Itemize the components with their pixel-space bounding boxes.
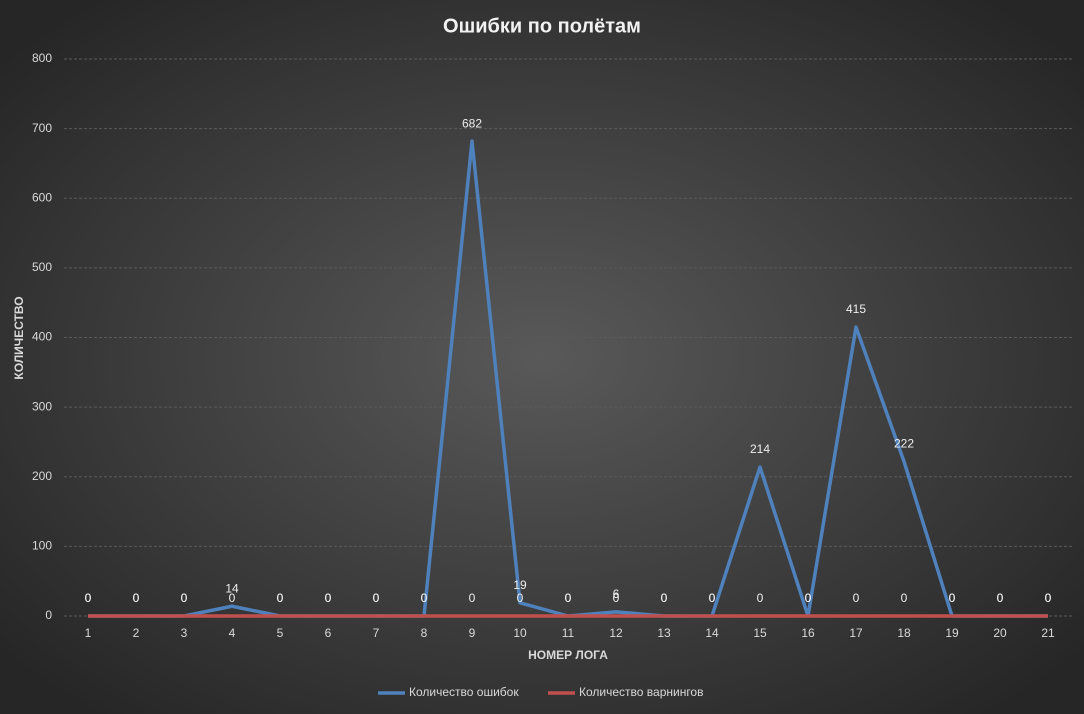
x-tick-label: 9 — [469, 626, 476, 640]
y-tick-label: 600 — [32, 190, 52, 204]
x-tick-label: 20 — [993, 626, 1007, 640]
data-label: 0 — [949, 591, 956, 605]
x-tick-label: 18 — [897, 626, 911, 640]
data-label: 0 — [709, 591, 716, 605]
y-tick-label: 200 — [32, 469, 52, 483]
y-axis-title: КОЛИЧЕСТВО — [12, 296, 26, 379]
y-tick-label: 300 — [32, 399, 52, 413]
data-label: 0 — [277, 591, 284, 605]
x-tick-label: 12 — [609, 626, 623, 640]
data-label: 0 — [517, 591, 524, 605]
data-label: 214 — [750, 442, 770, 456]
data-label: 0 — [85, 591, 92, 605]
data-label: 0 — [133, 591, 140, 605]
legend-label: Количество ошибок — [409, 685, 519, 699]
data-label: 0 — [325, 591, 332, 605]
data-label: 0 — [1045, 591, 1052, 605]
x-axis-title: НОМЕР ЛОГА — [528, 648, 608, 662]
y-tick-label: 800 — [32, 51, 52, 65]
x-tick-label: 4 — [229, 626, 236, 640]
data-label: 682 — [462, 116, 482, 130]
data-label: 19 — [513, 578, 527, 592]
x-tick-label: 14 — [705, 626, 719, 640]
data-label: 0 — [229, 591, 236, 605]
data-label: 0 — [181, 591, 188, 605]
x-tick-label: 5 — [277, 626, 284, 640]
y-tick-label: 100 — [32, 539, 52, 553]
chart-title: Ошибки по полётам — [443, 15, 641, 37]
data-label: 0 — [613, 591, 620, 605]
data-label: 6 — [613, 587, 620, 601]
x-tick-label: 11 — [562, 626, 575, 640]
x-tick-label: 2 — [133, 626, 140, 640]
data-label: 0 — [997, 591, 1004, 605]
data-label: 0 — [853, 591, 860, 605]
data-label: 0 — [565, 591, 572, 605]
data-label: 0 — [421, 591, 428, 605]
data-label: 0 — [565, 591, 572, 605]
x-tick-label: 10 — [513, 626, 527, 640]
x-tick-label: 16 — [801, 626, 815, 640]
data-label: 0 — [709, 591, 716, 605]
data-label: 14 — [225, 581, 239, 595]
x-tick-label: 8 — [421, 626, 428, 640]
data-label: 0 — [661, 591, 668, 605]
y-tick-label: 0 — [45, 608, 52, 622]
data-label: 0 — [661, 591, 668, 605]
data-label: 0 — [373, 591, 380, 605]
x-tick-label: 1 — [85, 626, 92, 640]
data-label: 415 — [846, 302, 866, 316]
data-label: 0 — [181, 591, 188, 605]
y-tick-label: 500 — [32, 260, 52, 274]
x-tick-label: 6 — [325, 626, 332, 640]
y-tick-label: 400 — [32, 330, 52, 344]
data-label: 0 — [805, 591, 812, 605]
x-tick-label: 3 — [181, 626, 188, 640]
data-label: 0 — [325, 591, 332, 605]
x-tick-label: 13 — [657, 626, 671, 640]
data-label: 222 — [894, 437, 914, 451]
x-tick-label: 7 — [373, 626, 380, 640]
x-tick-label: 17 — [849, 626, 863, 640]
x-tick-label: 19 — [945, 626, 959, 640]
data-label: 0 — [421, 591, 428, 605]
data-label: 0 — [757, 591, 764, 605]
x-tick-label: 21 — [1041, 626, 1055, 640]
data-label: 0 — [277, 591, 284, 605]
data-label: 0 — [997, 591, 1004, 605]
data-label: 0 — [373, 591, 380, 605]
y-tick-label: 700 — [32, 121, 52, 135]
data-label: 0 — [1045, 591, 1052, 605]
data-label: 0 — [949, 591, 956, 605]
data-label: 0 — [133, 591, 140, 605]
data-label: 0 — [901, 591, 908, 605]
data-label: 0 — [85, 591, 92, 605]
data-label: 0 — [469, 591, 476, 605]
legend-label: Количество варнингов — [579, 685, 703, 699]
x-tick-label: 15 — [753, 626, 767, 640]
data-label: 0 — [805, 591, 812, 605]
